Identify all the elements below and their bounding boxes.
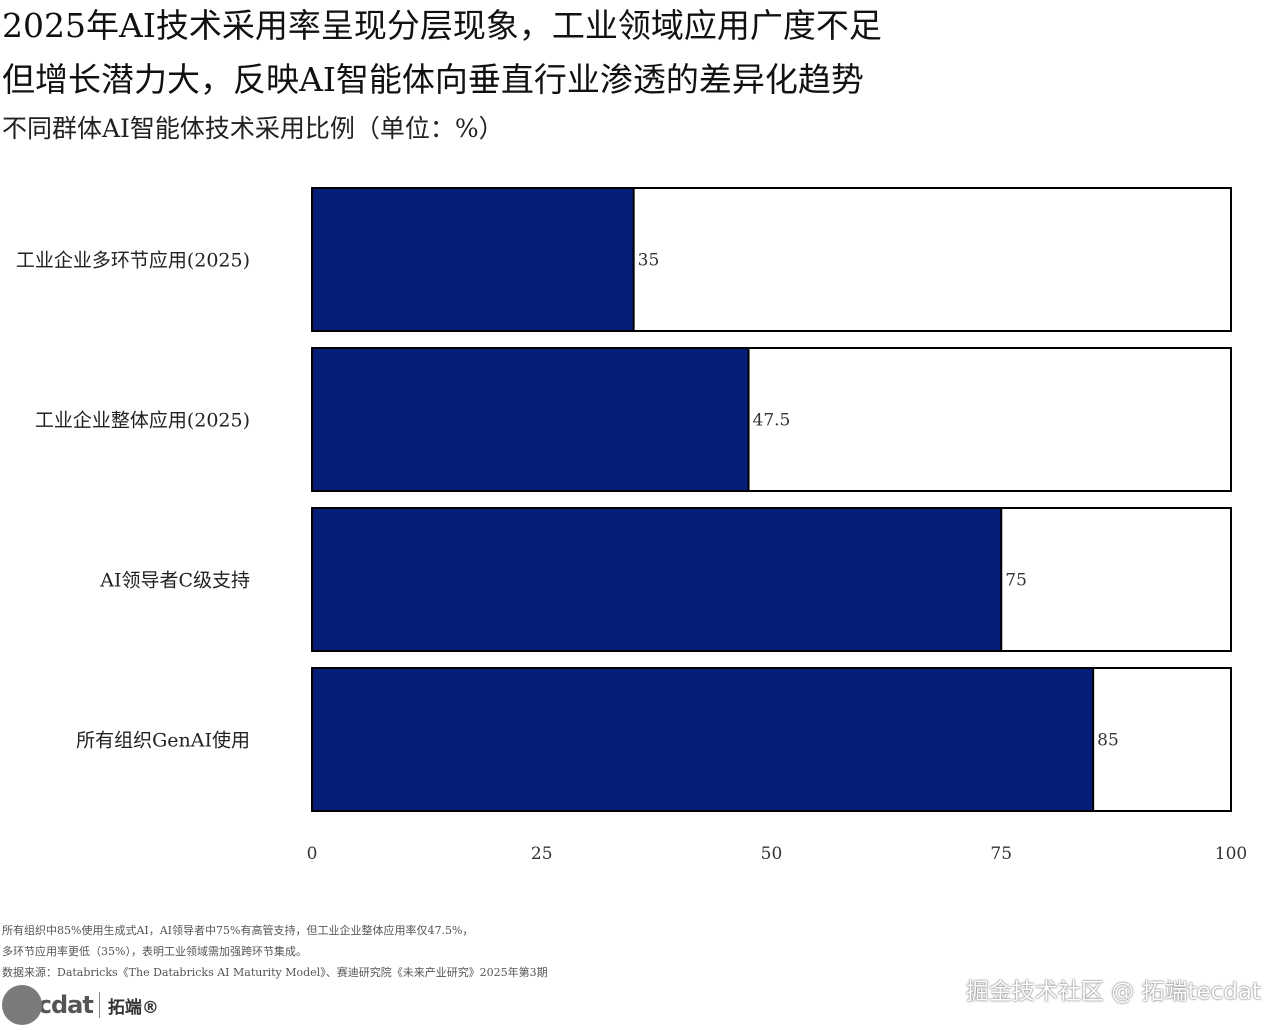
bar	[311, 187, 635, 332]
data-source: 数据来源：Databricks《The Databricks AI Maturi…	[2, 966, 548, 979]
category-label: AI领导者C级支持	[99, 570, 250, 592]
bar	[311, 667, 1095, 812]
value-labels: 35 47.5 75 85	[638, 251, 1119, 751]
tecdat-logo-icon	[2, 985, 42, 1025]
chart-title-line-2: 但增长潜力大，反映AI智能体向垂直行业渗透的差异化趋势	[2, 60, 864, 99]
value-label: 35	[638, 251, 660, 271]
x-tick-label: 50	[761, 844, 783, 864]
x-axis-ticks: 0 25 50 75 100	[307, 844, 1248, 864]
value-label: 85	[1097, 731, 1119, 751]
value-label: 47.5	[753, 411, 791, 431]
category-label: 工业企业多环节应用(2025)	[16, 250, 250, 272]
x-tick-label: 0	[307, 844, 318, 864]
chart-title-line-1: 2025年AI技术采用率呈现分层现象，工业领域应用广度不足	[2, 6, 882, 45]
bars-layer	[311, 187, 1232, 812]
bar	[311, 347, 750, 492]
footnote-line-1: 所有组织中85%使用生成式AI，AI领导者中75%有高管支持，但工业企业整体应用…	[2, 924, 474, 937]
x-tick-label: 25	[531, 844, 553, 864]
brand-name: 拓端®	[107, 997, 159, 1018]
category-label: 工业企业整体应用(2025)	[35, 410, 250, 432]
category-labels: 工业企业多环节应用(2025) 工业企业整体应用(2025) AI领导者C级支持所有…	[16, 250, 250, 752]
value-label: 75	[1005, 571, 1027, 591]
brand-logo: tecdat 拓端®	[2, 984, 159, 1026]
watermark: 掘金技术社区 @ 拓端tecdat	[965, 979, 1261, 1005]
brand-divider	[98, 992, 100, 1018]
footnote-line-2: 多环节应用率更低（35%），表明工业领域需加强跨环节集成。	[2, 945, 307, 958]
x-tick-label: 100	[1215, 844, 1247, 864]
chart-subtitle: 不同群体AI智能体技术采用比例（单位：%）	[2, 114, 504, 143]
bar	[311, 507, 1003, 652]
x-tick-label: 75	[990, 844, 1012, 864]
category-label: 所有组织GenAI使用	[76, 730, 250, 752]
bar-chart: 工业企业多环节应用(2025) 工业企业整体应用(2025) AI领导者C级支持所有…	[16, 187, 1248, 864]
